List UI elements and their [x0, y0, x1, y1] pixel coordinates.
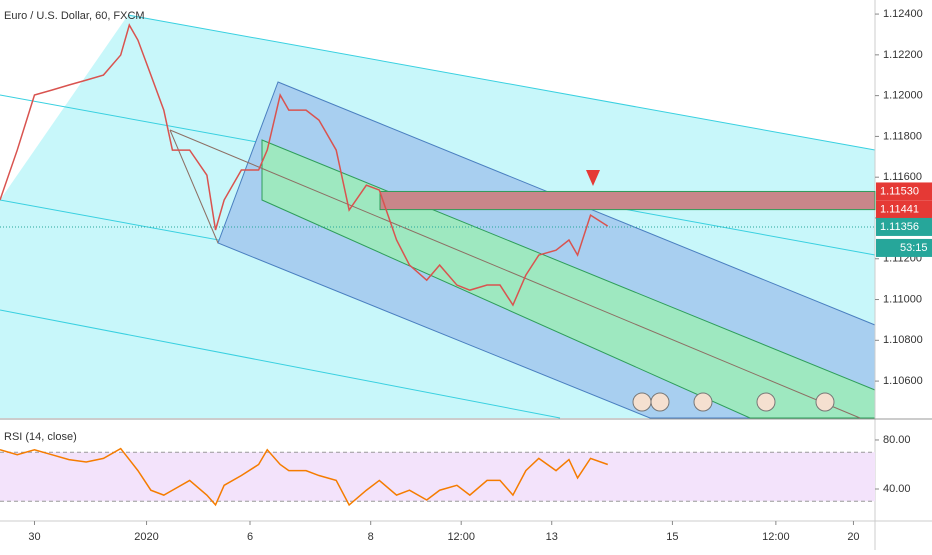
- icon: [756, 392, 776, 412]
- price-tag: [876, 217, 932, 236]
- countdown-tag: [876, 238, 932, 257]
- channel-line: [0, 309, 561, 419]
- arrow: [586, 170, 600, 186]
- x-tick-label: 12:00: [762, 531, 790, 543]
- x-tick-label: 2020: [134, 531, 158, 543]
- y-tick-label: 1.11000: [883, 293, 922, 305]
- resistance-zone: [379, 190, 876, 211]
- x-tick-label: 6: [247, 531, 253, 543]
- price-series: [0, 23, 609, 307]
- y-tick-label: 1.11800: [883, 130, 922, 142]
- icon: [650, 392, 670, 412]
- channel-line: [127, 14, 876, 151]
- countdown: 53:15: [900, 242, 928, 254]
- y-tick-label: 80.00: [883, 434, 911, 446]
- x-tick-label: 15: [666, 531, 678, 543]
- price-series: [0, 447, 609, 507]
- y-tick-label: 1.12400: [883, 8, 923, 20]
- icon: [632, 392, 652, 412]
- y-tick-label: 1.11600: [883, 171, 922, 183]
- price-tag: [876, 200, 932, 219]
- y-tick-label: 1.12000: [883, 90, 923, 102]
- chart-title: Euro / U.S. Dollar, 60, FXCM: [4, 10, 145, 22]
- event-icons: [632, 392, 835, 412]
- price-tag-label: 1.11356: [880, 221, 919, 233]
- x-tick-label: 12:00: [447, 531, 475, 543]
- median-line: [169, 129, 861, 419]
- x-tick-label: 8: [368, 531, 374, 543]
- rsi-band: [0, 452, 875, 502]
- icon: [815, 392, 835, 412]
- price-tag-label: 1.11530: [880, 185, 919, 197]
- price-tag-label: 1.11441: [880, 204, 919, 216]
- y-tick-label: 1.12200: [883, 49, 923, 61]
- y-tick-label: 1.10600: [883, 375, 923, 387]
- y-tick-label: 1.10800: [883, 334, 923, 346]
- icon: [693, 392, 713, 412]
- median-line: [169, 129, 219, 244]
- x-tick-label: 30: [28, 531, 40, 543]
- rsi-title: RSI (14, close): [4, 431, 77, 443]
- y-tick-label: 40.00: [883, 483, 911, 495]
- x-tick-label: 20: [847, 531, 859, 543]
- x-tick-label: 13: [546, 531, 558, 543]
- price-tag: [876, 182, 932, 201]
